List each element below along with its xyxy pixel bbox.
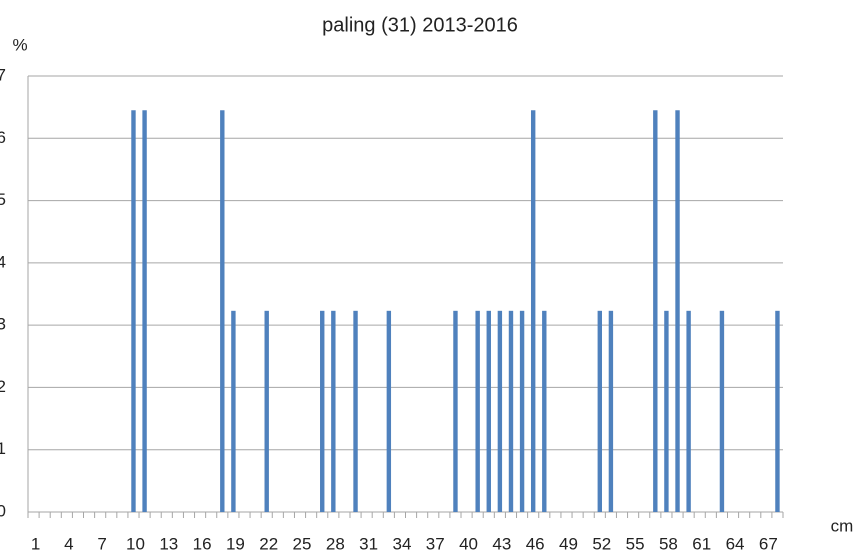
x-tick-label: 19	[226, 534, 245, 553]
bar	[675, 110, 680, 512]
bar	[386, 310, 392, 512]
y-tick-label: 2	[0, 377, 6, 396]
x-tick-label: 16	[193, 534, 212, 553]
y-tick-label: 6	[0, 128, 6, 147]
y-tick-label: 1	[0, 439, 6, 458]
bar	[530, 110, 536, 512]
y-tick-label: 5	[0, 190, 6, 209]
x-tick-label: 10	[126, 534, 145, 553]
y-tick-label: 4	[0, 252, 6, 271]
bar	[653, 110, 658, 512]
x-tick-label: 37	[426, 534, 445, 553]
x-tick-label: 1	[31, 534, 40, 553]
bar	[508, 310, 514, 512]
bar	[608, 310, 614, 512]
bar	[597, 310, 603, 512]
bar	[353, 310, 358, 512]
bar	[497, 310, 503, 512]
x-tick-label: 31	[359, 534, 378, 553]
x-tick-label: 43	[492, 534, 511, 553]
bar	[264, 310, 269, 512]
x-tick-label: 67	[759, 534, 778, 553]
x-tick-label: 64	[726, 534, 745, 553]
x-tick-label: 4	[64, 534, 73, 553]
bar	[220, 110, 225, 512]
x-tick-label: 22	[259, 534, 278, 553]
bar	[453, 310, 458, 512]
bar	[486, 310, 491, 512]
x-tick-label: 25	[293, 534, 312, 553]
bar	[131, 110, 136, 512]
bar	[686, 310, 691, 512]
x-tick-label: 7	[97, 534, 106, 553]
bar	[519, 310, 525, 512]
x-axis-label: cm	[831, 516, 854, 535]
bar	[719, 310, 725, 512]
x-tick-label: 13	[159, 534, 178, 553]
y-tick-label: 0	[0, 501, 6, 520]
chart-title: paling (31) 2013-2016	[322, 14, 518, 36]
y-tick-label: 7	[0, 65, 6, 84]
bar	[475, 310, 480, 512]
x-tick-label: 49	[559, 534, 578, 553]
x-tick-label: 40	[459, 534, 478, 553]
bar	[231, 310, 236, 512]
bar	[542, 310, 547, 512]
x-tick-label: 46	[526, 534, 545, 553]
y-tick-label: 3	[0, 315, 6, 334]
y-axis-label: %	[12, 35, 27, 54]
bar	[142, 110, 147, 512]
bar	[664, 310, 669, 512]
bar	[320, 310, 325, 512]
bar	[331, 310, 336, 512]
x-tick-label: 28	[326, 534, 345, 553]
x-tick-label: 34	[392, 534, 411, 553]
bar	[775, 310, 780, 512]
x-tick-label: 55	[626, 534, 645, 553]
x-tick-label: 58	[659, 534, 678, 553]
x-tick-label: 52	[592, 534, 611, 553]
x-tick-label: 61	[692, 534, 711, 553]
